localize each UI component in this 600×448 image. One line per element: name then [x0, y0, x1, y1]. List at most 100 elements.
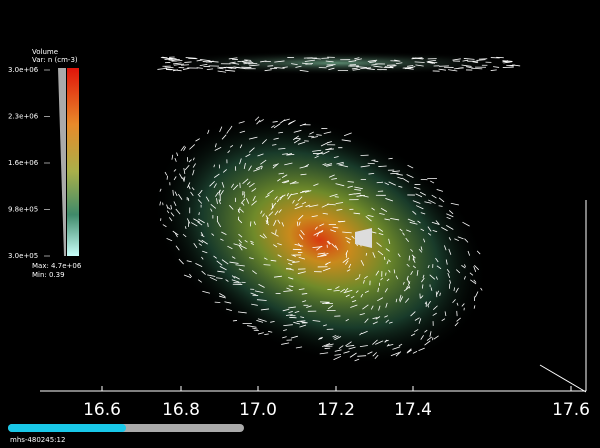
vector	[398, 343, 403, 347]
vector	[406, 278, 411, 285]
vector	[397, 253, 401, 258]
vector	[288, 277, 294, 280]
vector	[474, 291, 479, 298]
vector	[278, 147, 286, 150]
vector	[406, 263, 410, 267]
vector	[413, 186, 421, 190]
vector	[247, 325, 257, 328]
vector	[380, 277, 384, 281]
vector	[410, 248, 414, 252]
vector	[363, 279, 365, 284]
vector	[456, 269, 461, 274]
vector	[412, 258, 416, 263]
vector	[198, 239, 204, 244]
vector	[415, 193, 423, 198]
vector	[249, 221, 252, 227]
vector	[389, 65, 397, 68]
legend-variable: Var: n (cm-3)	[32, 56, 78, 64]
vector	[299, 324, 307, 328]
vector	[291, 63, 298, 66]
vector	[371, 207, 375, 211]
vector	[300, 321, 308, 324]
vector	[250, 242, 255, 246]
vector	[192, 163, 196, 168]
vector	[329, 193, 338, 198]
vector	[305, 63, 314, 65]
vector	[297, 271, 306, 275]
vector	[333, 289, 340, 292]
vector	[296, 320, 306, 322]
vector	[395, 62, 403, 65]
vector	[464, 264, 466, 268]
vector	[443, 245, 447, 251]
vector	[268, 211, 274, 216]
vector	[239, 130, 246, 134]
legend-label: 3.0e+05	[8, 252, 38, 260]
vector	[243, 62, 254, 65]
vector	[338, 163, 345, 166]
vector	[238, 233, 243, 238]
vector	[184, 164, 190, 171]
vector	[347, 181, 354, 183]
vector	[503, 61, 513, 64]
vector	[253, 168, 261, 172]
vector	[358, 274, 361, 277]
vector	[246, 181, 251, 185]
vector	[221, 181, 225, 188]
vector	[461, 265, 466, 269]
vector	[164, 66, 174, 69]
vector	[300, 316, 305, 319]
vector	[226, 308, 232, 312]
vector	[368, 172, 375, 175]
vector	[238, 219, 243, 224]
vector	[281, 180, 290, 183]
vector	[364, 290, 369, 294]
vector	[441, 318, 446, 322]
vector	[195, 138, 200, 142]
vector	[327, 240, 331, 245]
vector	[215, 191, 219, 197]
vector	[404, 298, 410, 303]
vector	[239, 244, 247, 250]
vector	[187, 197, 190, 202]
vector	[229, 61, 236, 64]
vector	[311, 136, 319, 139]
vector	[375, 316, 381, 320]
vector	[202, 61, 213, 63]
axis-labels: 16.6 16.8 17.0 17.2 17.4 17.6	[83, 386, 590, 420]
vector	[406, 174, 414, 179]
vector	[435, 291, 438, 298]
z-axis	[539, 364, 587, 393]
vector	[385, 319, 390, 323]
vector	[467, 250, 471, 256]
vector	[166, 237, 173, 242]
vector	[502, 60, 513, 62]
vector	[300, 173, 307, 176]
vector	[420, 335, 424, 340]
vector	[334, 336, 342, 341]
vector	[420, 246, 423, 251]
vector	[291, 192, 298, 196]
vector	[294, 310, 300, 314]
vector	[417, 220, 421, 224]
vector	[365, 215, 372, 222]
vector	[289, 180, 297, 185]
vector	[200, 234, 205, 238]
vector	[298, 221, 301, 226]
vector	[334, 349, 342, 352]
vector	[326, 64, 334, 67]
vector	[340, 288, 346, 293]
vector	[414, 317, 420, 321]
vector	[274, 60, 285, 63]
vector	[233, 243, 240, 246]
vector	[277, 254, 282, 258]
vector	[240, 198, 246, 204]
vector	[363, 275, 368, 279]
vector	[221, 259, 229, 265]
vector	[386, 260, 389, 265]
vector	[412, 210, 417, 215]
vector	[390, 352, 400, 357]
vector	[416, 270, 419, 276]
vector	[429, 274, 436, 280]
vector	[279, 195, 284, 201]
